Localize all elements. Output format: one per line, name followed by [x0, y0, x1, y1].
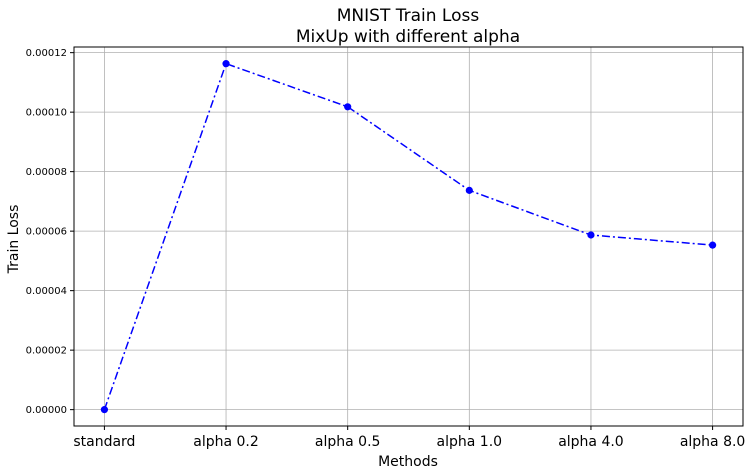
- data-point: [222, 60, 230, 68]
- series-layer: [100, 60, 717, 414]
- data-point: [465, 186, 473, 194]
- data-point: [708, 241, 717, 249]
- grid-lines: [74, 47, 743, 426]
- data-point: [100, 406, 109, 414]
- y-tick-label: 0.00002: [26, 346, 67, 357]
- y-axis-ticks: 0.00000 0.00002 0.00004 0.00006 0.00008 0.000…: [26, 48, 74, 416]
- plot-axes: [73, 46, 744, 427]
- data-point: [344, 103, 352, 111]
- y-axis-label: Train Loss: [6, 205, 22, 275]
- y-tick-label: 0.00012: [26, 48, 67, 59]
- x-axis-ticks: standard alpha 0.2 alpha 0.5 alpha 1.0 alpha…: [73, 426, 745, 450]
- chart-subtitle: MixUp with different alpha: [296, 27, 520, 47]
- y-tick-label: 0.00008: [26, 167, 67, 178]
- x-axis-label: Methods: [378, 454, 438, 470]
- chart-title: MNIST Train Loss: [337, 6, 480, 26]
- y-tick-label: 0.00004: [26, 286, 67, 297]
- y-tick-label: 0.00010: [26, 108, 67, 119]
- x-tick-label: alpha 1.0: [437, 434, 503, 450]
- x-tick-label: standard: [73, 434, 135, 450]
- x-tick-label: alpha 0.5: [315, 434, 381, 450]
- y-tick-label: 0.00000: [26, 405, 67, 416]
- data-point: [587, 231, 595, 239]
- y-tick-label: 0.00006: [26, 227, 67, 238]
- x-tick-label: alpha 4.0: [558, 434, 624, 450]
- x-tick-label: alpha 8.0: [680, 434, 746, 450]
- plot-frame: [73, 46, 744, 427]
- x-tick-label: alpha 0.2: [193, 434, 259, 450]
- series-line: [103, 62, 713, 410]
